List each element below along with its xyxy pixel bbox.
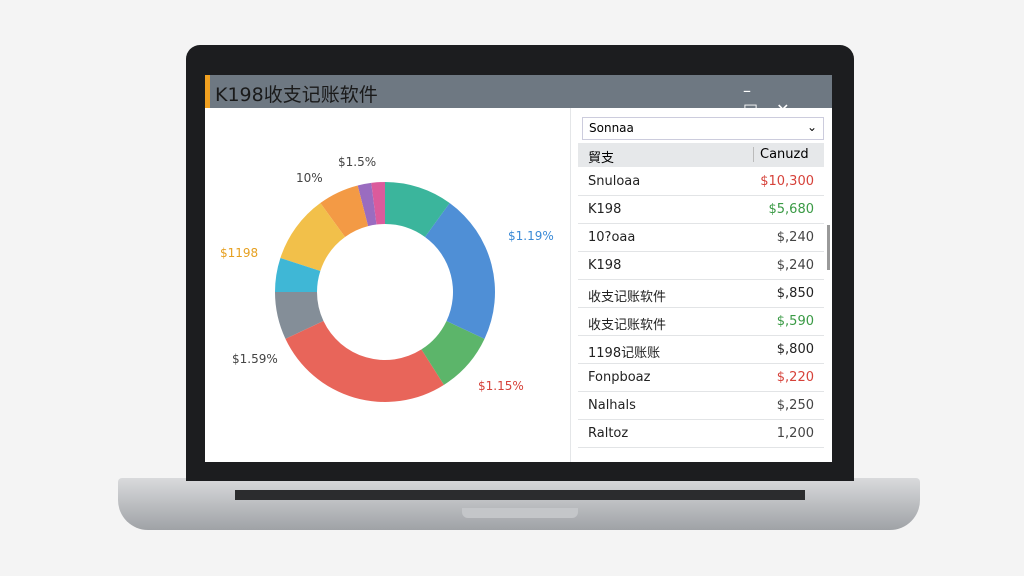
table-row[interactable]: 1198记账账 $,800 — [578, 335, 824, 364]
row-amount: $,240 — [776, 230, 814, 245]
row-name: 1198记账账 — [588, 346, 661, 361]
donut-segment — [357, 182, 377, 227]
donut-segment — [275, 292, 324, 339]
pane-divider — [570, 108, 571, 462]
table-row[interactable]: Fonpboaz $,220 — [578, 363, 824, 392]
table-row[interactable]: K198 $,240 — [578, 251, 824, 280]
donut-label: $1.5% — [338, 155, 376, 169]
row-amount: $,240 — [776, 258, 814, 273]
donut-label: $1.59% — [232, 352, 278, 366]
table-row[interactable]: Nalhals $,250 — [578, 391, 824, 420]
row-name: 10?oaa — [588, 230, 636, 245]
donut-label: $1198 — [220, 246, 258, 260]
trackpad-notch — [462, 508, 578, 518]
keyboard-strip — [235, 490, 805, 500]
header-cell: Canuzd — [753, 147, 809, 162]
donut-segment — [280, 203, 346, 271]
table-row[interactable]: Raltoz 1,200 — [578, 419, 824, 448]
row-name: Fonpboaz — [588, 370, 651, 385]
dropdown-arrow: ⌄ — [806, 120, 817, 134]
row-amount: $,250 — [776, 398, 814, 413]
row-amount: $,220 — [776, 370, 814, 385]
dropdown-text: Sonnaa — [589, 121, 634, 135]
dropdown[interactable]: Sonnaa ⌄ — [582, 117, 824, 140]
table-row[interactable]: 收支记账软件 $,590 — [578, 307, 824, 336]
screen: K198收支记账软件 –□✕ Sonnaa ⌄ 貿支 Canuzd — [205, 75, 832, 462]
donut-segment — [285, 320, 444, 402]
row-name: 收支记账软件 — [588, 318, 667, 333]
row-amount: $,590 — [776, 314, 814, 329]
table-header: 貿支 Canuzd — [578, 143, 824, 167]
donut-segment — [371, 182, 385, 225]
title-accent — [205, 75, 210, 108]
row-name: 收支记账软件 — [588, 290, 667, 305]
row-amount: $5,680 — [768, 202, 815, 217]
row-name: K198 — [588, 202, 622, 217]
row-name: Nalhals — [588, 398, 636, 413]
table-row[interactable]: 10?oaa $,240 — [578, 223, 824, 252]
donut-segment — [421, 320, 485, 385]
table-row[interactable]: K198 $5,680 — [578, 195, 824, 224]
donut-label: $1.19% — [508, 229, 554, 243]
table-row[interactable]: 收支记账软件 $,850 — [578, 279, 824, 308]
row-amount: 1,200 — [776, 426, 814, 441]
table-row[interactable]: Snuloaa $10,300 — [578, 167, 824, 196]
donut-label: $1.15% — [478, 379, 524, 393]
donut-segment — [385, 182, 450, 237]
donut-segment — [424, 203, 495, 339]
header-cell: 貿支 — [588, 151, 615, 166]
row-amount: $,800 — [776, 342, 814, 357]
row-amount: $,850 — [776, 286, 814, 301]
row-name: Raltoz — [588, 426, 629, 441]
donut-label: 10% — [296, 171, 323, 185]
row-name: K198 — [588, 258, 622, 273]
row-amount: $10,300 — [760, 174, 814, 189]
window-title: K198收支记账软件 — [215, 84, 378, 106]
laptop-base — [118, 478, 920, 530]
window-controls[interactable]: –□✕ — [743, 81, 808, 119]
donut-segment — [275, 258, 321, 292]
title-bar — [205, 75, 832, 108]
donut-segment — [320, 185, 369, 237]
scrollbar — [827, 225, 830, 270]
row-name: Snuloaa — [588, 174, 641, 189]
